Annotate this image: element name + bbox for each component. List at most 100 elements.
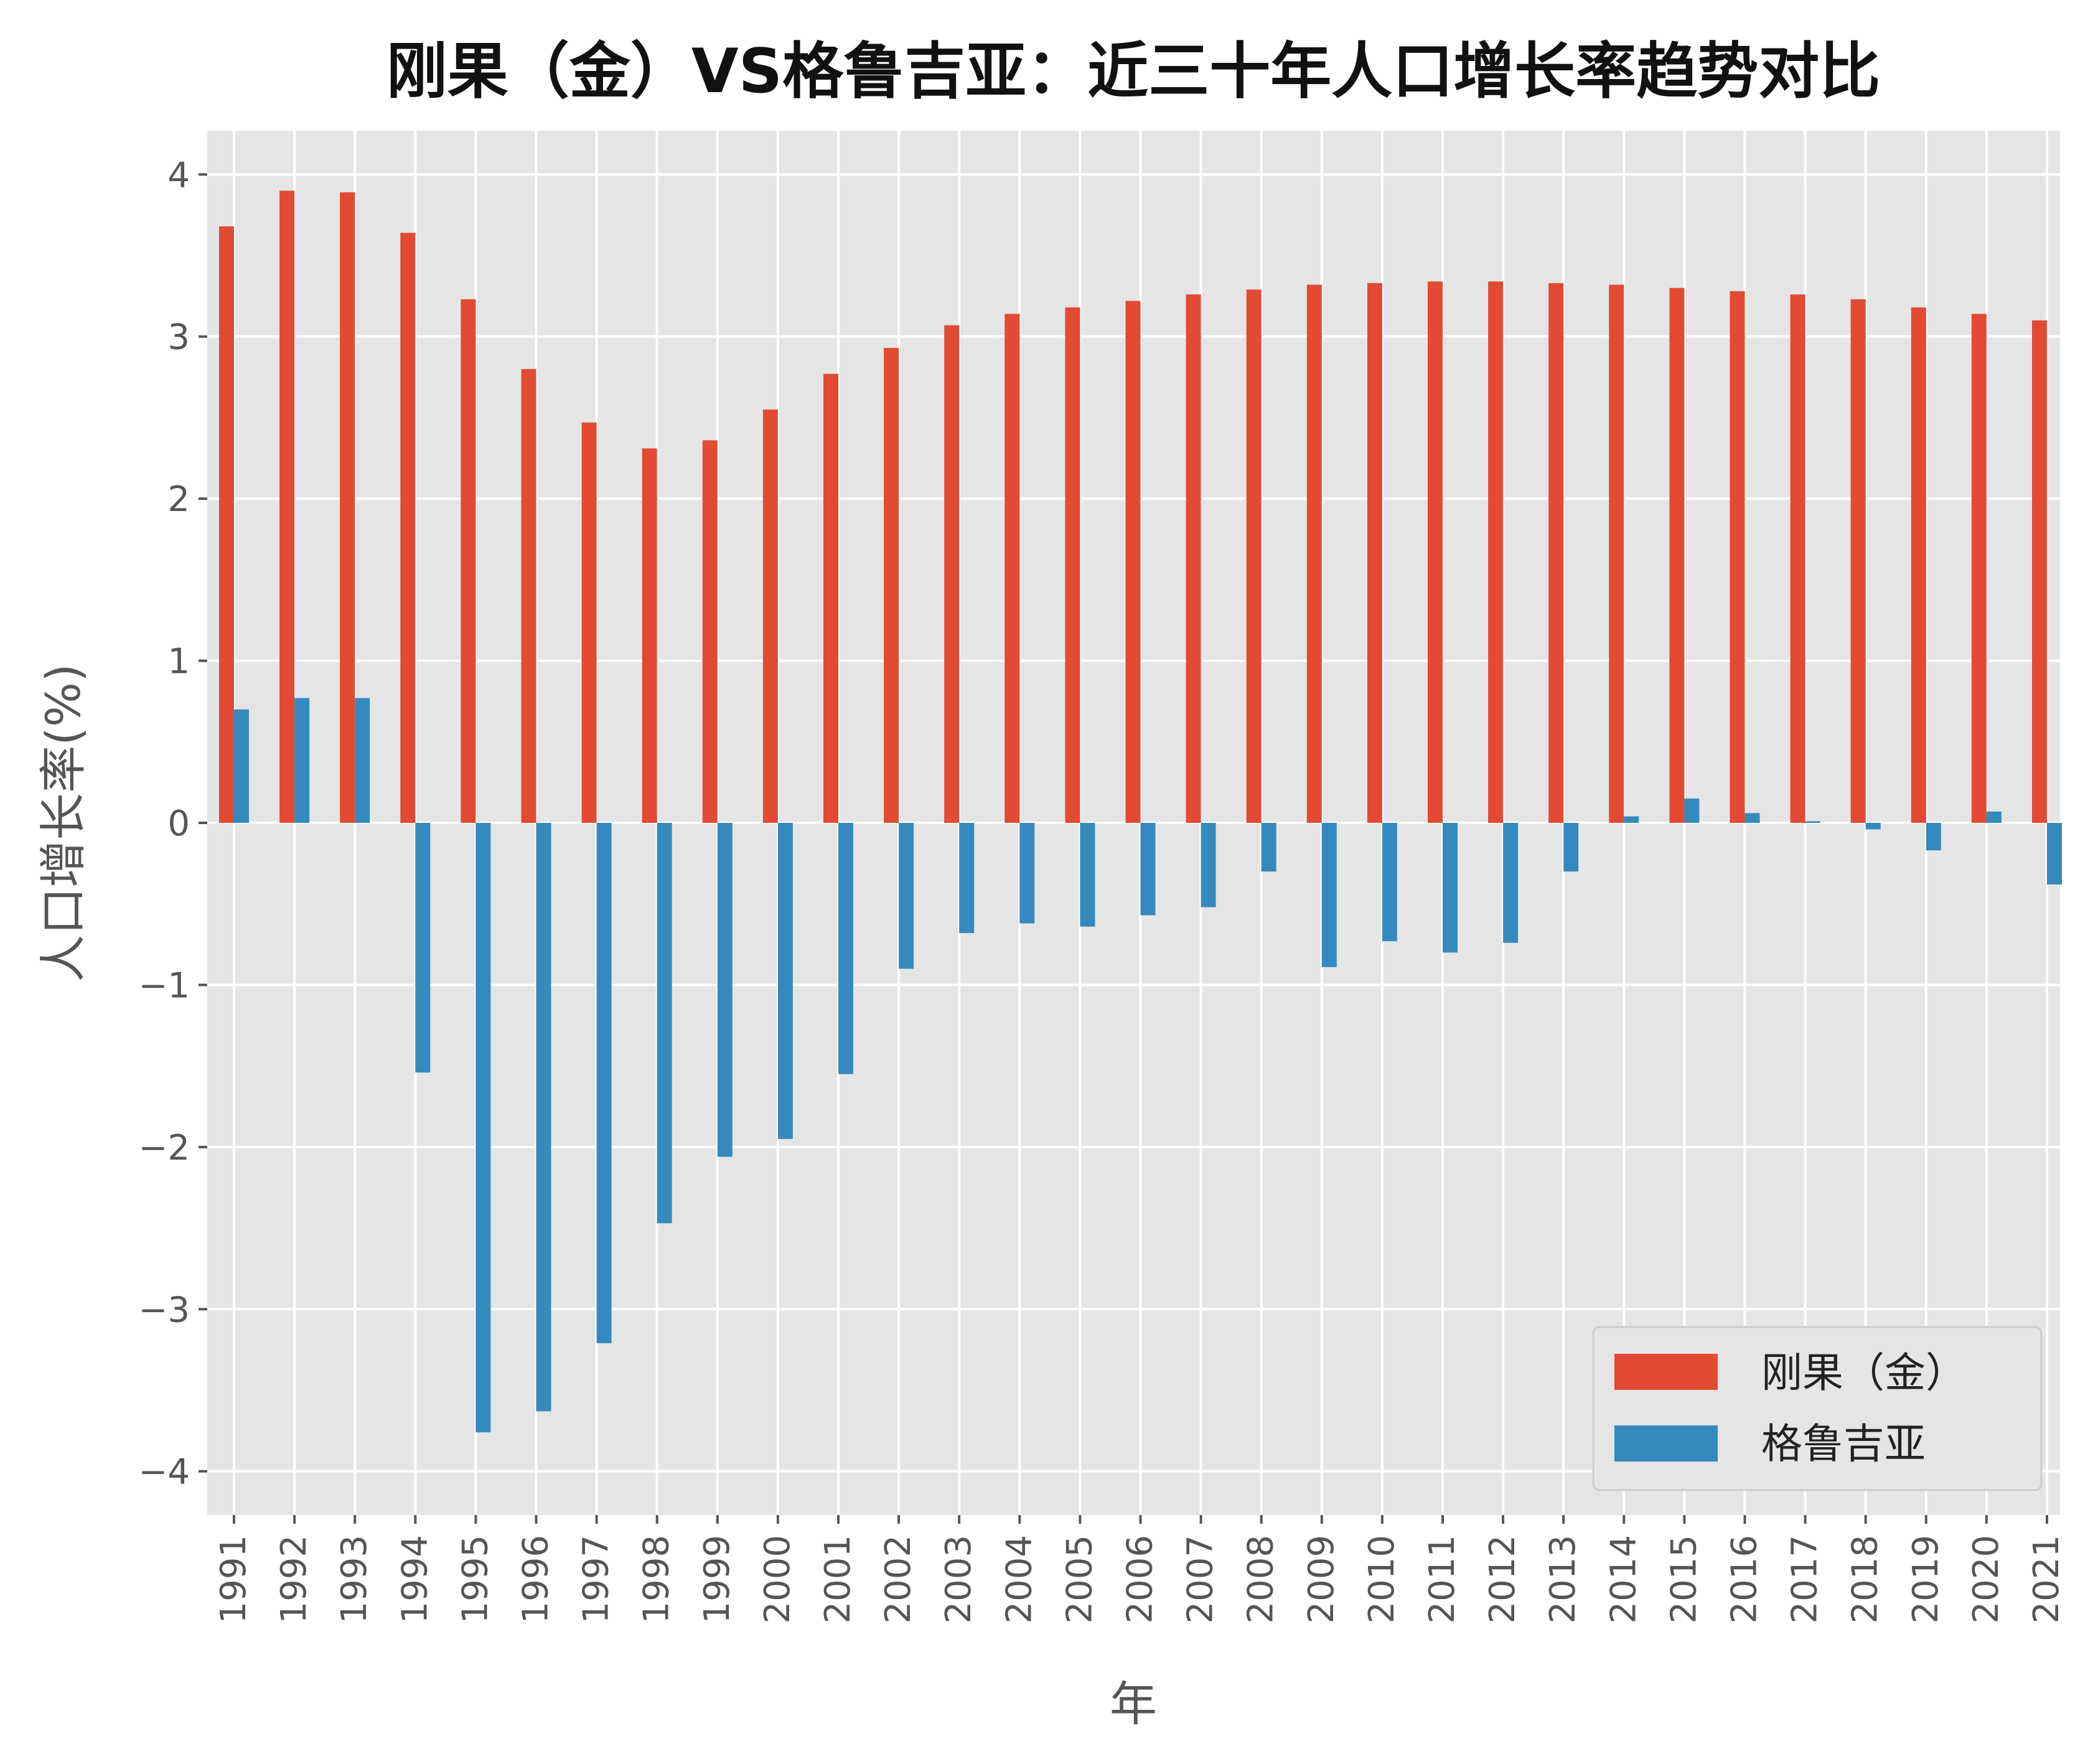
x-tick-label: 1998 xyxy=(637,1535,677,1624)
bar-drc xyxy=(1125,301,1141,823)
x-tick-label: 2020 xyxy=(1966,1535,2006,1624)
x-tick-label: 2018 xyxy=(1845,1535,1886,1624)
bar-drc xyxy=(1428,281,1443,823)
x-tick-label: 1993 xyxy=(334,1535,375,1624)
bar-drc xyxy=(1246,289,1262,823)
bar-drc xyxy=(1306,284,1322,823)
bar-georgia xyxy=(1080,823,1095,927)
x-tick-label: 2005 xyxy=(1059,1535,1100,1624)
x-tick-label: 2009 xyxy=(1301,1535,1342,1624)
bar-georgia xyxy=(899,823,914,969)
x-tick-label: 2014 xyxy=(1603,1535,1644,1624)
bar-drc xyxy=(521,368,536,823)
legend-label-georgia: 格鲁吉亚 xyxy=(1761,1420,1926,1468)
bar-drc xyxy=(400,233,416,823)
bars xyxy=(219,190,2062,1433)
x-tick-label: 2002 xyxy=(878,1535,919,1624)
x-tick-label: 1991 xyxy=(213,1535,254,1624)
x-tick-label: 1994 xyxy=(395,1535,435,1624)
bar-drc xyxy=(340,192,355,823)
x-axis-ticks: 1991 1992 1993 1994 1995 1996 1997 1998 1999 2000… xyxy=(213,1515,2067,1624)
bar-drc xyxy=(702,440,718,823)
y-tick-label: 0 xyxy=(167,804,190,844)
bar-georgia xyxy=(777,823,793,1139)
bar-georgia xyxy=(1503,823,1519,943)
y-tick-label: 4 xyxy=(167,155,190,195)
bar-georgia xyxy=(1986,811,2002,823)
bar-georgia xyxy=(1805,821,1820,823)
y-tick-label: −3 xyxy=(138,1290,190,1330)
y-axis-ticks: 4 3 2 1 0 −1 −2 −3 −4 xyxy=(138,155,207,1493)
bar-drc xyxy=(1004,314,1020,823)
x-tick-label: 2010 xyxy=(1362,1535,1402,1624)
bar-drc xyxy=(823,373,838,823)
bar-georgia xyxy=(717,823,733,1157)
bar-drc xyxy=(642,448,657,823)
y-tick-label: 1 xyxy=(167,642,190,682)
bar-georgia xyxy=(1443,823,1458,953)
bar-georgia xyxy=(1321,823,1337,967)
bar-georgia xyxy=(536,823,551,1412)
bar-drc xyxy=(762,409,778,823)
bar-drc xyxy=(1971,314,1987,823)
x-tick-label: 2000 xyxy=(757,1535,798,1624)
x-tick-label: 2001 xyxy=(818,1535,858,1624)
bar-drc xyxy=(1730,291,1745,823)
bar-georgia xyxy=(1624,816,1639,823)
y-tick-label: −1 xyxy=(138,965,190,1006)
x-tick-label: 2011 xyxy=(1422,1535,1463,1624)
bar-georgia xyxy=(1261,823,1276,872)
x-tick-label: 2017 xyxy=(1785,1535,1825,1624)
bar-georgia xyxy=(1140,823,1156,916)
bar-georgia xyxy=(234,709,249,823)
bar-georgia xyxy=(959,823,975,934)
bar-drc xyxy=(1911,307,1926,823)
x-tick-label: 1996 xyxy=(516,1535,556,1624)
bar-georgia xyxy=(657,823,672,1224)
bar-georgia xyxy=(1019,823,1035,924)
legend-label-drc: 刚果（金） xyxy=(1761,1349,1967,1397)
bar-drc xyxy=(1548,283,1564,823)
bar-georgia xyxy=(2047,823,2062,884)
bar-drc xyxy=(1669,288,1685,823)
chart-title: 刚果（金）VS格鲁吉亚：近三十年人口增长率趋势对比 xyxy=(386,36,1880,107)
bar-drc xyxy=(884,347,899,823)
bar-drc xyxy=(1488,281,1504,823)
bar-georgia xyxy=(596,823,612,1343)
bar-georgia xyxy=(1926,823,1941,851)
x-tick-label: 2007 xyxy=(1181,1535,1221,1624)
x-tick-label: 1995 xyxy=(455,1535,495,1624)
x-tick-label: 2013 xyxy=(1543,1535,1583,1624)
y-tick-label: −2 xyxy=(138,1128,190,1168)
bar-georgia xyxy=(415,823,431,1073)
x-tick-label: 2006 xyxy=(1120,1535,1161,1624)
bar-drc xyxy=(1065,307,1080,823)
bar-georgia xyxy=(838,823,853,1074)
bar-drc xyxy=(279,190,295,823)
y-tick-label: −4 xyxy=(138,1452,190,1493)
x-tick-label: 2016 xyxy=(1725,1535,1765,1624)
x-axis-label: 年 xyxy=(1110,1676,1157,1732)
bar-georgia xyxy=(1201,823,1216,908)
x-tick-label: 2003 xyxy=(939,1535,979,1624)
bar-georgia xyxy=(475,823,491,1433)
bar-drc xyxy=(461,299,476,823)
legend-swatch-drc xyxy=(1614,1354,1718,1390)
x-tick-label: 2015 xyxy=(1664,1535,1704,1624)
y-axis-label: 人口增长率(%) xyxy=(35,664,91,982)
bar-georgia xyxy=(1865,823,1881,830)
x-tick-label: 2008 xyxy=(1241,1535,1281,1624)
bar-drc xyxy=(1609,284,1624,823)
bar-georgia xyxy=(355,698,370,823)
y-tick-label: 2 xyxy=(167,479,190,520)
bar-georgia xyxy=(1684,798,1700,823)
x-tick-label: 2021 xyxy=(2026,1535,2067,1624)
x-tick-label: 2004 xyxy=(999,1535,1039,1624)
legend: 刚果（金） 格鲁吉亚 xyxy=(1592,1326,2043,1491)
bar-drc xyxy=(2032,320,2047,823)
bar-drc xyxy=(1850,299,1866,823)
bar-georgia xyxy=(1744,813,1760,823)
x-tick-label: 2012 xyxy=(1482,1535,1523,1624)
bar-drc xyxy=(1186,294,1201,823)
